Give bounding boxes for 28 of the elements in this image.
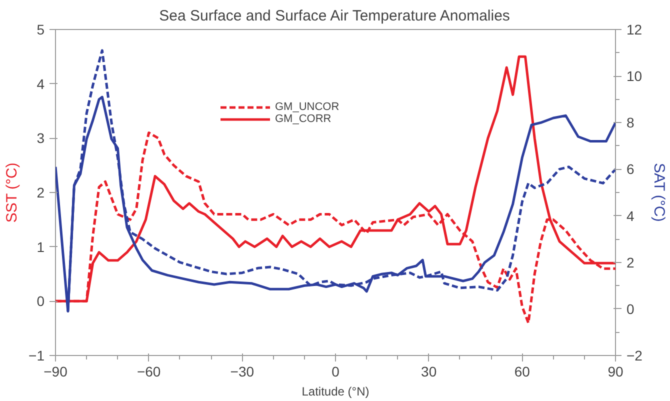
y2-tick-label: 0 xyxy=(626,300,634,317)
y2-tick-label: 8 xyxy=(626,114,634,131)
y-tick-label: 4 xyxy=(36,76,45,92)
x-tick-label: 60 xyxy=(514,364,530,380)
x-tick-label: 90 xyxy=(608,364,624,380)
chart-title: Sea Surface and Surface Air Temperature Anomalies xyxy=(159,8,510,24)
y2-tick-label: −2 xyxy=(626,348,643,364)
y2-tick-label: 12 xyxy=(626,22,642,38)
x-tick-label: −60 xyxy=(136,364,161,380)
x-tick-label: −30 xyxy=(230,364,254,380)
y2-tick-label: 6 xyxy=(626,161,634,178)
legend-label: GM_CORR xyxy=(275,113,332,125)
y-tick-label: 0 xyxy=(36,293,45,310)
y-tick-label: 3 xyxy=(36,130,45,146)
y2-tick-label: 4 xyxy=(626,208,634,224)
y-tick-label: −1 xyxy=(28,348,45,364)
x-axis-title: Latitude (°N) xyxy=(302,384,370,398)
y-tick-label: 2 xyxy=(36,184,45,200)
x-tick-label: 0 xyxy=(332,364,340,380)
legend-label: GM_UNCOR xyxy=(275,101,340,113)
y2-tick-label: 10 xyxy=(626,68,642,84)
x-tick-label: −90 xyxy=(44,364,68,380)
y-axis-title: SST (°C) xyxy=(4,162,21,223)
y2-axis-title: SAT (°C) xyxy=(650,162,668,222)
y-tick-label: 5 xyxy=(36,22,45,38)
y-tick-label: 1 xyxy=(36,238,45,255)
y2-tick-label: 2 xyxy=(626,254,634,270)
x-tick-label: 30 xyxy=(421,364,437,380)
